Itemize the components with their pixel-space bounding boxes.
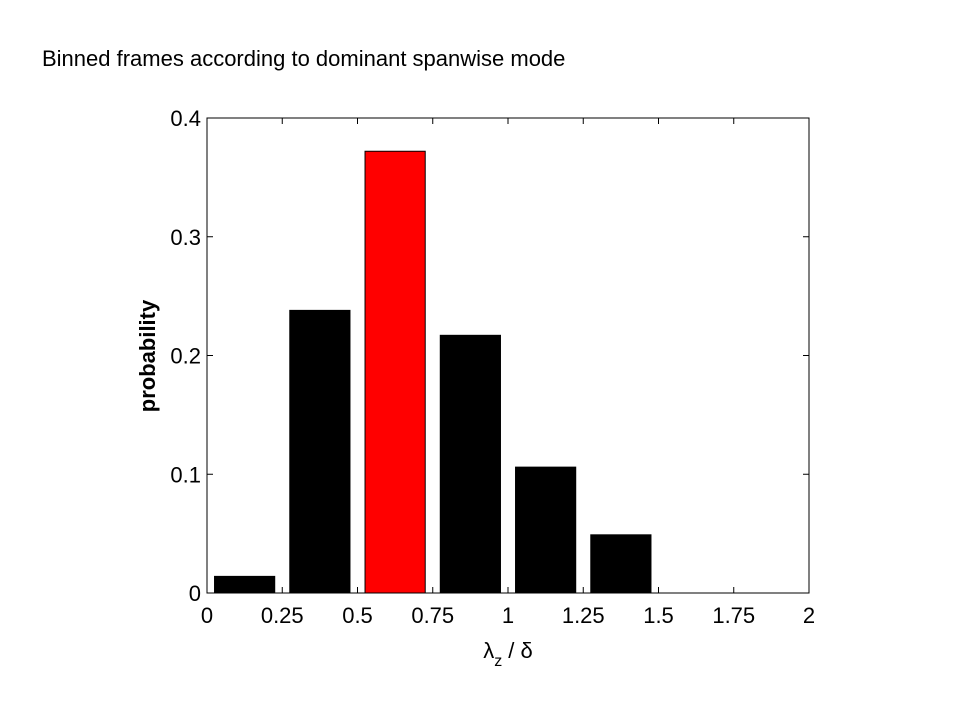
y-tick-label: 0.4 (170, 106, 201, 131)
x-tick-label: 1.75 (712, 603, 755, 628)
y-tick-label: 0.1 (170, 462, 201, 487)
bar (590, 534, 652, 594)
y-tick-label: 0.3 (170, 225, 201, 250)
x-tick-label: 0.75 (411, 603, 454, 628)
y-tick-label: 0.2 (170, 344, 201, 369)
x-tick-label: 1 (502, 603, 514, 628)
x-tick-label: 1.5 (643, 603, 674, 628)
x-axis-label: λz / δ (483, 638, 532, 670)
bar (289, 309, 351, 594)
y-axis-label: probability (135, 299, 160, 412)
x-tick-label: 0.5 (342, 603, 373, 628)
x-tick-label: 2 (803, 603, 815, 628)
x-label-subscript: z (494, 653, 502, 670)
x-tick-label: 0.25 (261, 603, 304, 628)
x-label-symbol: λ (483, 638, 494, 663)
x-tick-label: 1.25 (562, 603, 605, 628)
x-label-rest: / δ (508, 638, 532, 663)
bar (364, 150, 426, 594)
bar (515, 466, 577, 594)
bar (214, 575, 276, 594)
plot-frame (206, 117, 810, 594)
bar (439, 334, 501, 594)
x-tick-label: 0 (201, 603, 213, 628)
y-tick-label: 0 (189, 581, 201, 606)
chart-title: Binned frames according to dominant span… (42, 46, 565, 71)
